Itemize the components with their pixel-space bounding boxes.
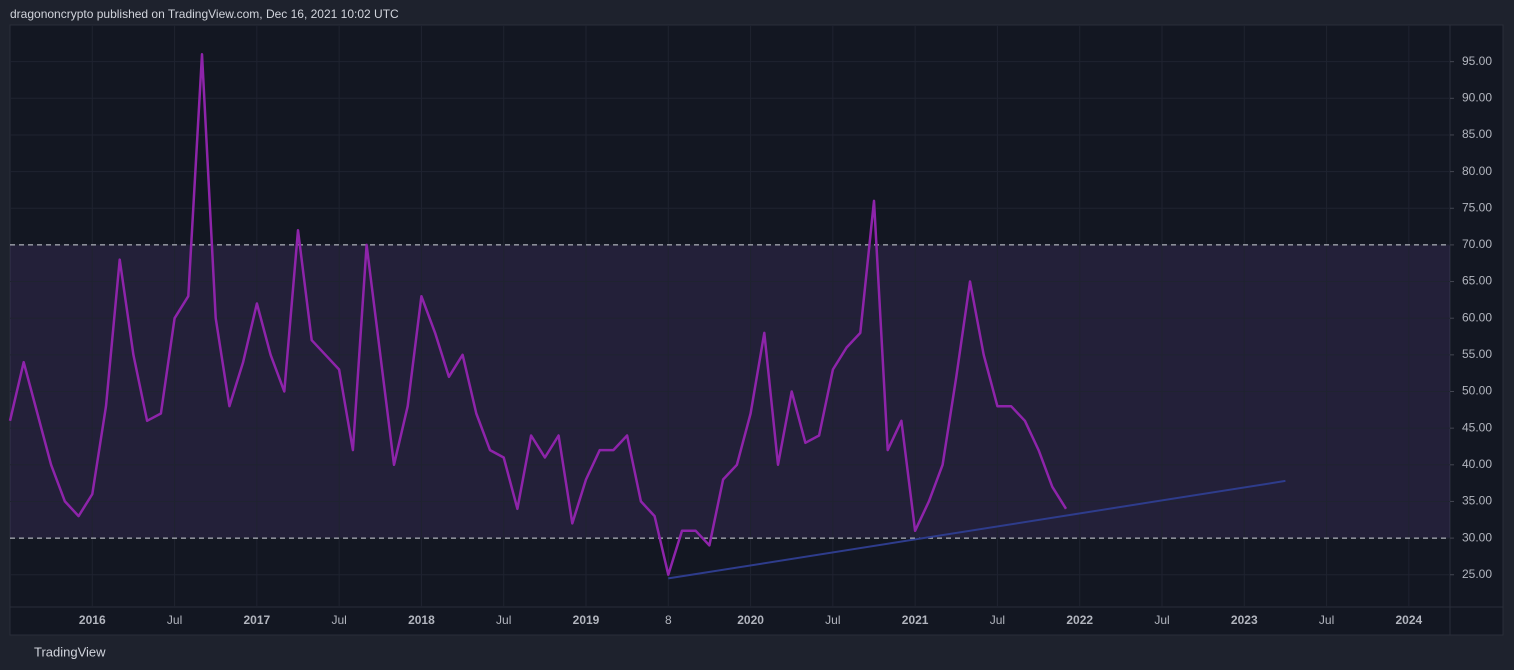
- x-tick-label: 2019: [573, 613, 600, 627]
- y-tick-label: 50.00: [1462, 384, 1492, 398]
- trendline: [668, 479, 1286, 580]
- y-tick-label: 40.00: [1462, 457, 1492, 471]
- x-tick-label: Jul: [1154, 613, 1169, 627]
- y-tick-label: 70.00: [1462, 237, 1492, 251]
- header: dragononcrypto published on TradingView.…: [10, 7, 399, 21]
- chart-pane: [9, 24, 1504, 636]
- y-tick-label: 30.00: [1462, 530, 1492, 544]
- x-tick-label: Jul: [1319, 613, 1334, 627]
- y-tick-label: 60.00: [1462, 310, 1492, 324]
- y-tick-label: 90.00: [1462, 90, 1492, 104]
- x-tick-label: Jul: [990, 613, 1005, 627]
- y-tick-label: 80.00: [1462, 164, 1492, 178]
- x-tick-label: Jul: [331, 613, 346, 627]
- x-tick-label: 2017: [244, 613, 271, 627]
- x-tick-label: 2016: [79, 613, 106, 627]
- x-tick-label: Jul: [167, 613, 182, 627]
- x-tick-label: 2023: [1231, 613, 1258, 627]
- x-tick-label: 2020: [737, 613, 764, 627]
- y-tick-label: 75.00: [1462, 200, 1492, 214]
- x-tick-label: 2022: [1066, 613, 1093, 627]
- x-tick-label: 2021: [902, 613, 929, 627]
- y-tick-label: 25.00: [1462, 567, 1492, 581]
- y-tick-label: 95.00: [1462, 54, 1492, 68]
- x-tick-label: Jul: [496, 613, 511, 627]
- footer: TradingView: [34, 644, 106, 659]
- rsi-line: [8, 53, 1068, 576]
- y-tick-label: 45.00: [1462, 420, 1492, 434]
- x-tick-label: 8: [665, 613, 672, 627]
- y-tick-label: 35.00: [1462, 494, 1492, 508]
- y-tick-label: 65.00: [1462, 274, 1492, 288]
- x-tick-label: 2024: [1396, 613, 1423, 627]
- x-tick-label: Jul: [825, 613, 840, 627]
- x-tick-label: 2018: [408, 613, 435, 627]
- y-tick-label: 85.00: [1462, 127, 1492, 141]
- y-tick-label: 55.00: [1462, 347, 1492, 361]
